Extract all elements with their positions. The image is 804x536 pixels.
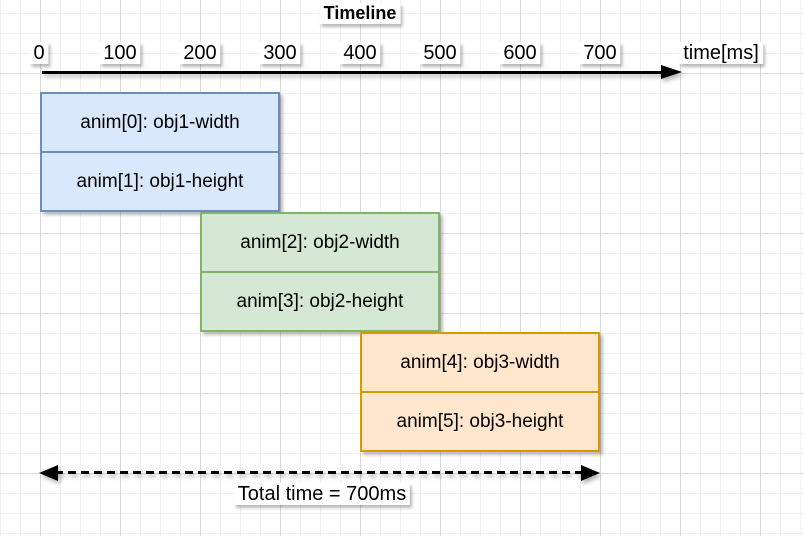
arrowhead-right-icon xyxy=(581,465,600,481)
axis-tick-label: 500 xyxy=(419,42,461,64)
axis-tick-label: 300 xyxy=(259,42,301,64)
diagram-title: Timeline xyxy=(319,3,401,24)
anim-group-obj2: anim[2]: obj2-width anim[3]: obj2-height xyxy=(200,212,440,332)
axis-tick-label: 600 xyxy=(499,42,541,64)
anim-row: anim[2]: obj2-width xyxy=(202,214,438,273)
total-time-arrow xyxy=(39,465,600,481)
time-axis-line xyxy=(42,71,664,74)
axis-tick-label: 700 xyxy=(579,42,621,64)
anim-row: anim[0]: obj1-width xyxy=(42,94,278,153)
dashed-line xyxy=(55,471,584,474)
total-time-label: Total time = 700ms xyxy=(233,483,411,505)
anim-group-obj3: anim[4]: obj3-width anim[5]: obj3-height xyxy=(360,332,600,452)
axis-tick-label: 200 xyxy=(179,42,221,64)
axis-unit-label: time[ms] xyxy=(679,42,763,64)
axis-tick-label: 100 xyxy=(99,42,141,64)
anim-group-obj1: anim[0]: obj1-width anim[1]: obj1-height xyxy=(40,92,280,212)
axis-tick-label: 400 xyxy=(339,42,381,64)
anim-row: anim[1]: obj1-height xyxy=(76,170,244,192)
anim-row: anim[5]: obj3-height xyxy=(396,410,564,432)
arrowhead-left-icon xyxy=(39,465,58,481)
anim-row: anim[3]: obj2-height xyxy=(236,290,404,312)
axis-arrowhead-icon xyxy=(661,65,682,79)
axis-tick-label: 0 xyxy=(29,42,49,64)
anim-row: anim[4]: obj3-width xyxy=(362,334,598,393)
